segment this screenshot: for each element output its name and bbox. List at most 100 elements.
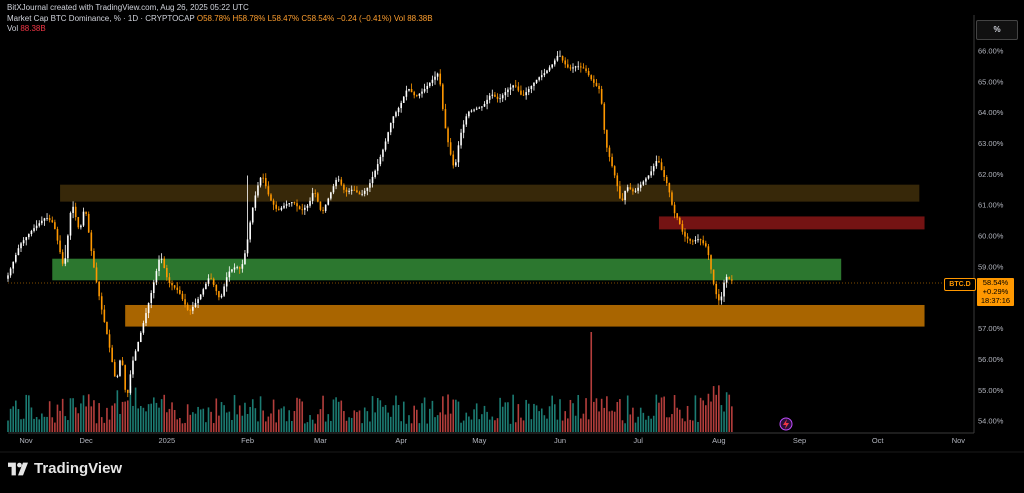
percent-scale-button[interactable]: %: [976, 20, 1018, 40]
volume-bar: [509, 423, 512, 432]
candle-body: [561, 55, 564, 61]
volume-bar: [25, 394, 28, 432]
volume-bar: [639, 407, 642, 432]
candle-body: [275, 204, 277, 209]
candle-body: [697, 239, 699, 241]
candle-body: [559, 55, 561, 57]
candle-body: [384, 141, 387, 150]
candle-body: [111, 347, 113, 363]
volume-bar: [678, 409, 681, 432]
volume-bar: [176, 419, 179, 432]
volume-bar: [520, 417, 522, 432]
candle-body: [176, 287, 179, 290]
candle-body: [387, 132, 389, 142]
candle-body: [288, 203, 291, 205]
candle-body: [538, 77, 540, 80]
volume-bar: [429, 408, 431, 432]
candle-body: [397, 108, 400, 113]
volume-bar: [686, 405, 689, 432]
candle-layer: [7, 50, 733, 398]
candle-body: [369, 183, 371, 188]
volume-bar: [233, 395, 236, 432]
candle-body: [280, 207, 283, 210]
candle-body: [171, 282, 173, 286]
candle-body: [379, 156, 382, 165]
volume-bar: [189, 414, 192, 432]
tradingview-branding[interactable]: TradingView: [8, 460, 122, 477]
volume-bar: [533, 403, 535, 432]
volume-bar: [645, 419, 647, 432]
candle-body: [371, 176, 374, 184]
candle-body: [54, 222, 56, 230]
x-tick-label: 2025: [158, 436, 175, 445]
candle-body: [418, 93, 421, 96]
candle-body: [160, 258, 163, 260]
volume-bar: [205, 422, 207, 432]
alert-icon[interactable]: [779, 417, 793, 431]
candle-body: [218, 291, 220, 298]
volume-bar: [306, 422, 309, 432]
volume-bar: [369, 421, 371, 432]
volume-bar: [475, 403, 478, 432]
volume-bar: [671, 414, 673, 432]
volume-bar: [87, 394, 90, 432]
volume-bar: [207, 407, 210, 432]
candle-body: [262, 177, 264, 179]
volume-bar: [43, 416, 46, 432]
volume-bar: [632, 407, 634, 432]
candle-body: [663, 170, 665, 177]
candle-body: [447, 128, 449, 143]
volume-bar: [363, 407, 366, 432]
volume-bar: [147, 404, 150, 432]
volume-bar: [608, 411, 611, 432]
volume-bar: [291, 421, 293, 432]
volume-bar: [606, 396, 608, 432]
candle-body: [301, 209, 304, 211]
volume-bar: [38, 419, 41, 432]
candle-body: [241, 264, 244, 269]
volume-bar: [598, 411, 600, 432]
candle-body: [189, 309, 192, 311]
volume-bar: [543, 415, 546, 432]
volume-bar: [673, 395, 676, 432]
candle-body: [522, 94, 525, 96]
candle-body: [671, 192, 673, 205]
candle-body: [512, 85, 514, 88]
volume-bar: [689, 419, 691, 432]
volume-bar: [681, 418, 684, 432]
candle-body: [595, 82, 598, 86]
candle-body: [296, 203, 298, 207]
candle-body: [345, 189, 348, 192]
volume-bar: [264, 421, 267, 432]
volume-bar: [707, 393, 710, 432]
candle-body: [507, 89, 509, 93]
volume-bar: [173, 409, 176, 432]
candle-body: [525, 92, 527, 96]
volume-bar: [124, 401, 126, 432]
volume-bar: [184, 422, 186, 432]
x-tick-label: Feb: [241, 436, 254, 445]
volume-bar: [358, 410, 361, 432]
volume-bar: [650, 418, 652, 432]
candle-body: [147, 303, 150, 314]
candle-body: [228, 271, 231, 278]
candle-body: [30, 230, 33, 235]
y-tick-label: 65.00%: [978, 77, 1004, 86]
candle-body: [423, 89, 426, 92]
volume-bar: [317, 414, 319, 432]
symbol-line: Market Cap BTC Dominance, % · 1D · CRYPT…: [7, 14, 195, 23]
candle-body: [142, 323, 145, 333]
x-tick-label: Jun: [554, 436, 566, 445]
volume-bar: [665, 417, 668, 432]
candle-body: [442, 84, 444, 110]
candle-body: [491, 94, 494, 96]
volume-bar: [356, 412, 358, 432]
candle-body: [551, 64, 553, 68]
candle-body: [468, 111, 470, 117]
candle-body: [223, 286, 225, 296]
volume-bar: [168, 408, 171, 432]
candle-body: [431, 79, 434, 83]
volume-bar: [684, 421, 686, 432]
volume-bar: [139, 405, 142, 432]
candle-body: [317, 193, 319, 202]
